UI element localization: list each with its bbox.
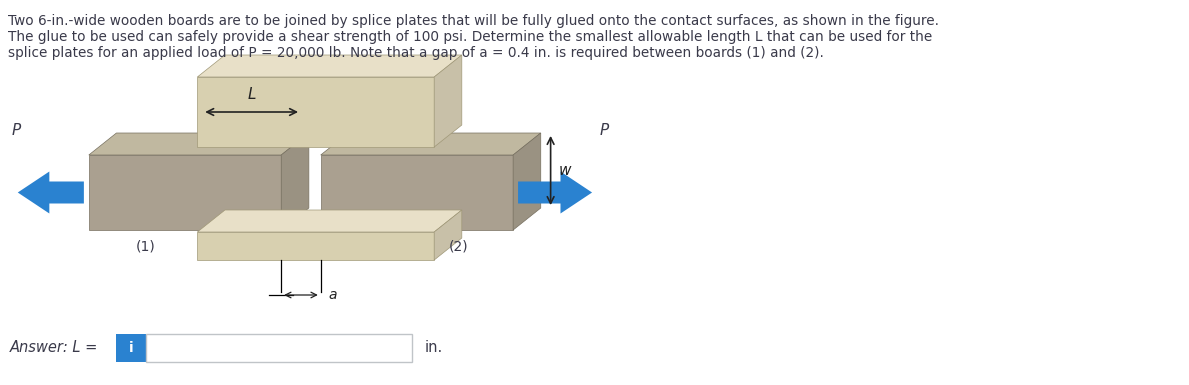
Polygon shape xyxy=(434,210,461,260)
Text: in.: in. xyxy=(424,340,442,355)
Text: (2): (2) xyxy=(449,239,468,253)
Polygon shape xyxy=(282,133,309,230)
Text: P: P xyxy=(12,123,21,138)
Polygon shape xyxy=(321,133,541,155)
Text: splice plates for an applied load of P = 20,000 lb. Note that a gap of a = 0.4 i: splice plates for an applied load of P =… xyxy=(8,46,824,60)
Polygon shape xyxy=(197,55,461,77)
Text: a: a xyxy=(328,288,338,302)
Text: Two 6-in.-wide wooden boards are to be joined by splice plates that will be full: Two 6-in.-wide wooden boards are to be j… xyxy=(8,14,939,28)
Polygon shape xyxy=(514,133,541,230)
FancyBboxPatch shape xyxy=(117,334,146,362)
Text: The glue to be used can safely provide a shear strength of 100 psi. Determine th: The glue to be used can safely provide a… xyxy=(8,30,932,44)
Polygon shape xyxy=(197,210,461,232)
Polygon shape xyxy=(434,55,461,147)
Polygon shape xyxy=(518,171,592,214)
Polygon shape xyxy=(197,232,434,260)
Text: i: i xyxy=(128,341,133,355)
Text: L: L xyxy=(247,87,256,102)
Polygon shape xyxy=(321,155,514,230)
Text: Answer: L =: Answer: L = xyxy=(10,340,103,355)
Polygon shape xyxy=(89,155,282,230)
FancyBboxPatch shape xyxy=(146,334,413,362)
Polygon shape xyxy=(197,77,434,147)
Polygon shape xyxy=(18,171,84,214)
Text: w: w xyxy=(559,163,571,178)
Text: P: P xyxy=(600,123,609,138)
Polygon shape xyxy=(89,133,309,155)
Text: (1): (1) xyxy=(137,239,156,253)
